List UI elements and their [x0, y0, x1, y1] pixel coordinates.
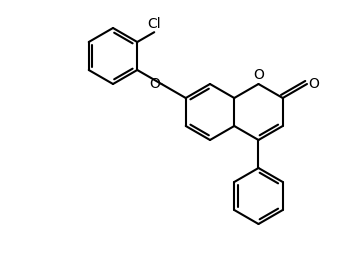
Text: O: O — [149, 77, 160, 91]
Text: O: O — [309, 77, 319, 91]
Text: O: O — [253, 68, 264, 82]
Text: Cl: Cl — [147, 17, 161, 31]
